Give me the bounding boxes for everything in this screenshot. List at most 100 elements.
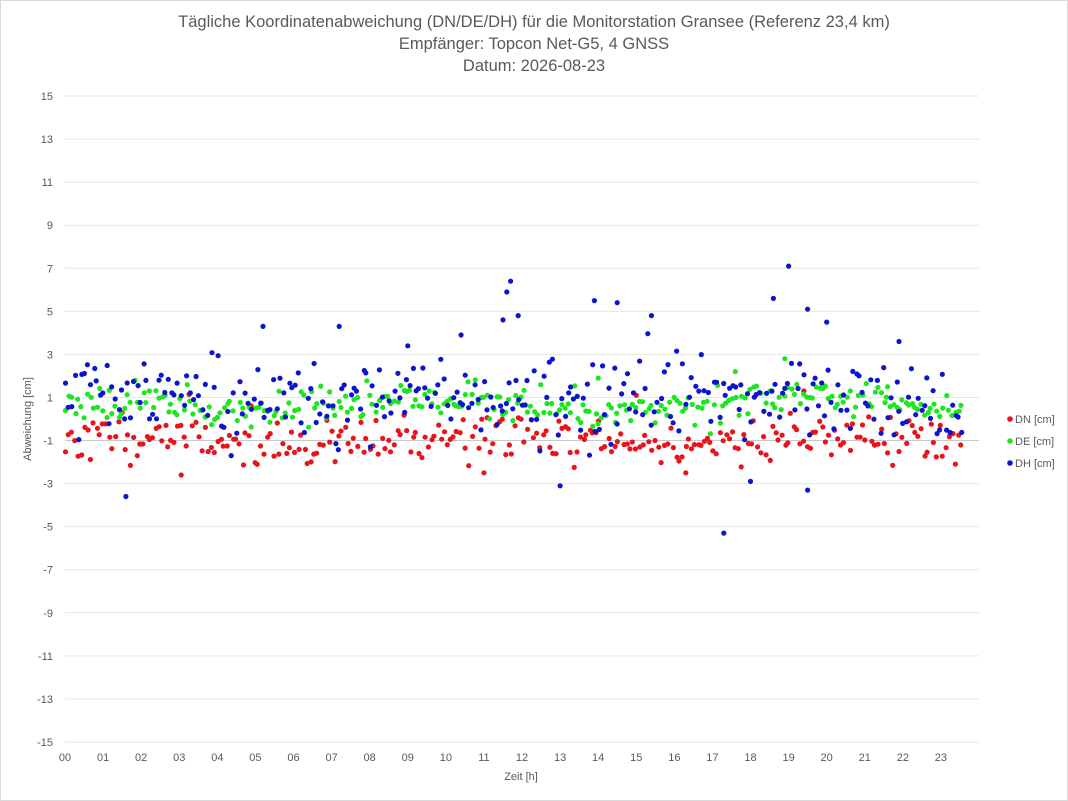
- data-point: [630, 390, 637, 396]
- data-point: [590, 362, 596, 368]
- data-point: [572, 383, 578, 389]
- legend: DN [cm] DE [cm] DH [cm]: [1007, 414, 1055, 470]
- data-point: [274, 406, 280, 412]
- data-point: [894, 379, 900, 385]
- data-point: [156, 424, 162, 430]
- data-point: [567, 410, 574, 416]
- data-point: [679, 361, 686, 367]
- data-point: [480, 394, 487, 400]
- data-point: [438, 356, 444, 362]
- data-point: [193, 419, 199, 425]
- x-tick-label: 10: [440, 752, 452, 764]
- data-point: [494, 422, 500, 428]
- data-point: [490, 441, 496, 447]
- data-point: [406, 387, 412, 393]
- data-point: [899, 434, 905, 440]
- data-point: [903, 419, 910, 425]
- data-point: [338, 404, 344, 411]
- data-point: [195, 393, 201, 399]
- data-point: [629, 439, 635, 445]
- data-point: [369, 383, 375, 389]
- data-point: [410, 365, 416, 371]
- data-point: [73, 411, 79, 417]
- data-point: [767, 457, 773, 463]
- data-point: [336, 398, 342, 405]
- legend-entry-label: DH [cm]: [1015, 458, 1055, 470]
- data-point: [199, 448, 205, 454]
- data-point: [847, 447, 854, 453]
- data-point: [695, 404, 701, 410]
- data-point: [302, 446, 308, 453]
- legend-entry-label: DE [cm]: [1015, 436, 1054, 448]
- data-point: [874, 377, 881, 383]
- data-point: [850, 368, 856, 374]
- data-point: [184, 373, 190, 379]
- data-point: [689, 401, 695, 407]
- data-point: [608, 449, 615, 455]
- data-point: [90, 420, 96, 426]
- data-point: [248, 424, 254, 430]
- data-point: [137, 405, 143, 411]
- data-point: [482, 379, 488, 385]
- data-point: [276, 451, 282, 457]
- data-point: [84, 362, 90, 368]
- data-point: [184, 382, 190, 388]
- data-point: [661, 369, 668, 375]
- data-point: [885, 415, 891, 421]
- data-point: [567, 449, 573, 456]
- data-point: [943, 445, 949, 451]
- data-point: [770, 423, 776, 429]
- data-point: [469, 400, 475, 406]
- data-point: [676, 458, 682, 464]
- data-point: [797, 361, 803, 367]
- data-point: [391, 442, 397, 448]
- data-point: [296, 446, 302, 452]
- data-point: [226, 432, 232, 439]
- data-point: [288, 429, 295, 435]
- data-point: [896, 408, 902, 414]
- data-point: [214, 414, 221, 420]
- data-point: [793, 427, 800, 433]
- data-point: [869, 438, 875, 444]
- data-point: [909, 422, 915, 429]
- data-point: [510, 418, 516, 424]
- data-point: [276, 388, 282, 394]
- data-point: [711, 402, 718, 408]
- data-point: [763, 452, 769, 458]
- data-point: [261, 451, 267, 457]
- data-point: [708, 418, 714, 424]
- data-point: [500, 317, 506, 323]
- data-point: [193, 373, 199, 380]
- data-point: [367, 444, 373, 450]
- data-point: [450, 434, 456, 440]
- data-point: [544, 401, 550, 407]
- data-point: [640, 399, 646, 405]
- data-point: [457, 430, 463, 436]
- data-point: [271, 377, 277, 383]
- data-point: [487, 449, 493, 455]
- x-tick-label: 01: [97, 752, 109, 764]
- data-point: [717, 420, 724, 426]
- data-point: [934, 431, 940, 437]
- data-point: [87, 382, 94, 388]
- data-point: [704, 435, 711, 441]
- data-point: [913, 412, 919, 418]
- data-point: [915, 433, 921, 439]
- data-point: [516, 397, 522, 403]
- data-point: [298, 432, 304, 438]
- data-point: [946, 434, 953, 440]
- data-point: [648, 402, 654, 409]
- data-point: [344, 409, 350, 415]
- data-point: [335, 447, 341, 453]
- data-point: [614, 410, 620, 416]
- data-point: [513, 377, 519, 384]
- data-point: [296, 406, 302, 412]
- data-point: [559, 402, 565, 408]
- data-point: [735, 446, 741, 452]
- data-point: [143, 377, 149, 383]
- data-point: [531, 368, 537, 374]
- data-point: [162, 389, 168, 396]
- data-point: [386, 437, 392, 443]
- data-point: [448, 416, 454, 422]
- x-tick-label: 19: [782, 752, 794, 764]
